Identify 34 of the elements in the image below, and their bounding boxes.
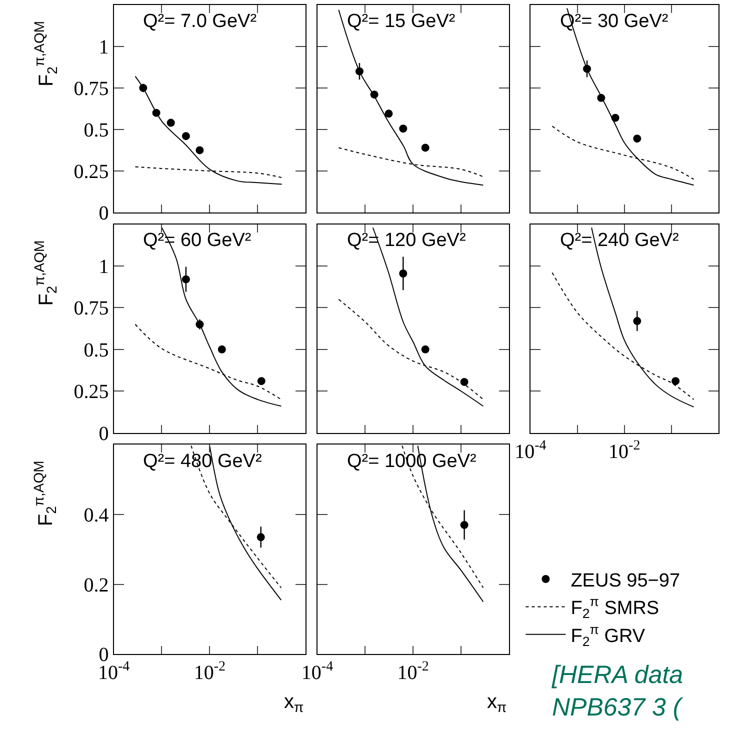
legend-label: F$_{2}$$^{π}$ GRV xyxy=(570,622,646,649)
legend-label: F$_{2}$$^{π}$ SMRS xyxy=(570,594,660,622)
point xyxy=(182,132,190,140)
x-tick-label: 10$^{-2}$ xyxy=(608,438,640,463)
y-tick-label: 0.5 xyxy=(84,339,109,362)
y-tick-label: 0.25 xyxy=(74,160,109,183)
point xyxy=(196,146,204,154)
y-tick-label: 0 xyxy=(98,202,109,224)
y-tick-label: 1 xyxy=(98,36,109,58)
y-tick-label: 0.4 xyxy=(84,504,109,526)
chart-title: Q²= 240 GeV² xyxy=(560,230,679,251)
y-tick-label: 0.25 xyxy=(74,381,109,404)
y-tick-label: 0.75 xyxy=(74,78,109,100)
point xyxy=(399,124,408,133)
point xyxy=(384,110,393,118)
x-tick-label: 10$^{-2}$ xyxy=(194,660,226,684)
y-tick-label: 0 xyxy=(98,422,109,445)
x-tick-label: 10$^{-2}$ xyxy=(397,660,429,684)
x-axis-title: x$_{π}$ xyxy=(487,691,507,716)
chart-title: Q²= 480 GeV² xyxy=(143,451,262,472)
y-tick-label: 0.2 xyxy=(84,574,109,596)
point xyxy=(166,118,175,127)
chart-title: Q²= 120 GeV² xyxy=(347,230,466,251)
text: [HERA data NPB637 3 ( xyxy=(551,661,684,722)
chart-title: Q²= 15 GeV² xyxy=(347,11,456,32)
x-axis-title: x$_{π}$ xyxy=(284,691,304,716)
y-tick-label: 0.75 xyxy=(74,298,109,320)
y-tick-label: 0.5 xyxy=(84,119,109,142)
chart-title: Q²= 7.0 GeV² xyxy=(143,11,257,32)
x-tick-label: 10$^{-4}$ xyxy=(514,438,546,463)
y-tick-label: 1 xyxy=(98,256,109,278)
x-tick-label: 10$^{-4}$ xyxy=(301,660,334,684)
legend-label: ZEUS 95−97 xyxy=(570,570,680,592)
y-tick-label: 0 xyxy=(98,644,109,666)
